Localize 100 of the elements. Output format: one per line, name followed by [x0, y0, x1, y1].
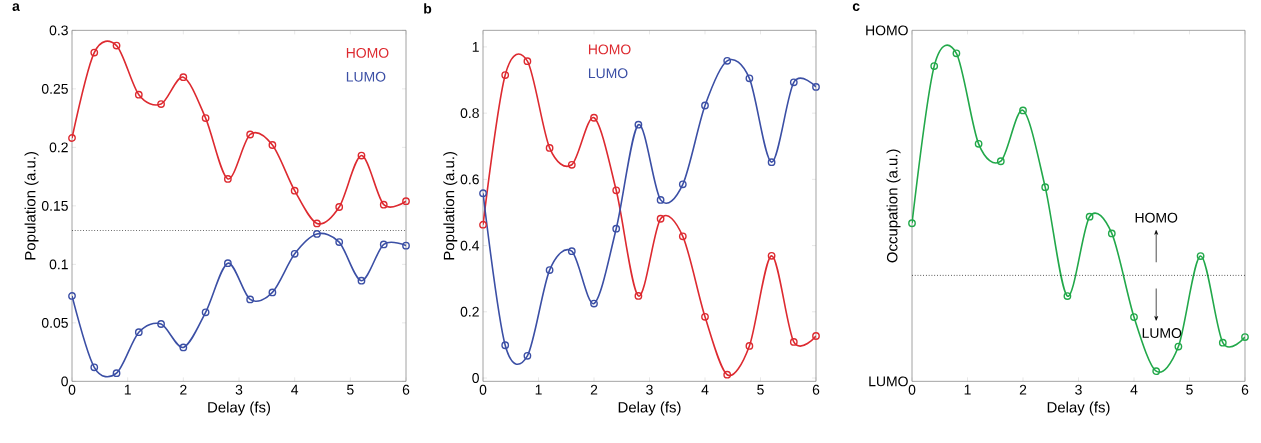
x-tick-label: 6 — [812, 384, 820, 395]
y-tick-label: 0.25 — [41, 83, 68, 94]
y-tick-label: 0 — [472, 372, 479, 383]
point — [612, 224, 621, 233]
point — [379, 200, 388, 209]
point — [545, 266, 554, 274]
point — [767, 251, 776, 260]
y-axis-title: Occupation (a.u.) — [886, 149, 901, 263]
chart-title: c — [852, 3, 860, 11]
point — [678, 232, 687, 241]
point — [1196, 251, 1205, 260]
y-tick-label: 0.05 — [41, 317, 68, 328]
point — [379, 240, 388, 249]
point — [745, 341, 754, 350]
x-tick-label: 1 — [964, 384, 971, 395]
point — [90, 363, 99, 372]
x-tick-label: 1 — [124, 384, 131, 395]
point — [567, 247, 576, 255]
point — [1218, 338, 1227, 347]
point — [313, 229, 321, 238]
point — [357, 276, 366, 285]
point — [335, 202, 344, 211]
y-tick-label: 0.6 — [460, 174, 479, 185]
x-axis-title: Delay (fs) — [208, 401, 271, 416]
point — [179, 343, 188, 352]
point — [134, 90, 143, 99]
x-tick-label: 3 — [235, 384, 243, 395]
x-tick-label: 6 — [1241, 384, 1249, 395]
point — [1085, 212, 1094, 221]
point — [201, 114, 210, 122]
x-tick-label: 5 — [347, 384, 354, 395]
x-tick-label: 3 — [646, 384, 653, 395]
chart-title: b — [424, 3, 432, 14]
point — [134, 328, 143, 336]
point — [112, 369, 121, 377]
point — [290, 249, 299, 258]
point — [335, 238, 344, 246]
x-axis-title: Delay (fs) — [1047, 401, 1110, 416]
y-tick-label: 0.8 — [460, 108, 479, 118]
point — [745, 74, 754, 83]
point — [112, 41, 121, 50]
point — [996, 157, 1005, 165]
point — [1174, 342, 1183, 351]
point — [157, 99, 165, 108]
point — [1152, 367, 1161, 375]
point — [268, 140, 277, 149]
point — [246, 130, 255, 139]
x-tick-label: 0 — [908, 384, 916, 395]
point — [634, 291, 643, 300]
point — [1107, 229, 1116, 238]
y-tick-label: 0.1 — [49, 259, 68, 270]
point — [723, 370, 732, 379]
text: HOMO — [588, 44, 631, 55]
point — [974, 139, 983, 148]
point — [179, 73, 188, 81]
x-tick-label: 3 — [1075, 384, 1082, 395]
point — [268, 288, 277, 297]
x-tick-label: 1 — [535, 384, 542, 395]
annotation: HOMO — [1135, 212, 1178, 223]
y-tick-label: 0.4 — [460, 240, 480, 251]
x-tick-label: 4 — [1130, 384, 1138, 395]
y-tick-label: 0 — [61, 376, 68, 387]
point — [952, 49, 961, 58]
point — [789, 337, 798, 346]
x-tick-label: 5 — [1186, 384, 1193, 395]
point — [701, 101, 709, 110]
point — [590, 113, 598, 122]
point — [157, 319, 165, 328]
point — [789, 78, 798, 87]
point — [523, 57, 532, 65]
y-tick-label: 0.2 — [460, 306, 479, 317]
text: LUMO — [588, 68, 628, 79]
y-axis-title: Population (a.u.) — [443, 151, 458, 260]
x-axis-title: Delay (fs) — [618, 401, 681, 416]
x-tick-label: 0 — [479, 384, 487, 395]
x-tick-label: 0 — [68, 384, 76, 395]
point — [1041, 183, 1050, 191]
point — [590, 299, 598, 308]
point — [1063, 291, 1072, 300]
point — [313, 219, 321, 228]
text: LUMO — [346, 71, 386, 82]
point — [223, 259, 232, 267]
text: HOMO — [346, 47, 389, 58]
point — [678, 180, 687, 189]
point — [930, 62, 939, 70]
annotation: LUMO — [1142, 327, 1182, 338]
point — [90, 48, 99, 57]
point — [767, 158, 776, 166]
y-tick-label: 1 — [472, 41, 479, 52]
x-tick-label: 5 — [757, 384, 764, 395]
y-tick-label: 0.3 — [49, 25, 68, 36]
point — [545, 143, 554, 152]
point — [246, 295, 255, 304]
chart-title: a — [12, 3, 20, 11]
x-tick-label: 6 — [402, 384, 410, 395]
point — [567, 160, 576, 169]
x-tick-label: 2 — [1019, 384, 1027, 395]
point — [723, 56, 732, 65]
x-tick-label: 2 — [590, 384, 598, 395]
point — [223, 174, 232, 183]
